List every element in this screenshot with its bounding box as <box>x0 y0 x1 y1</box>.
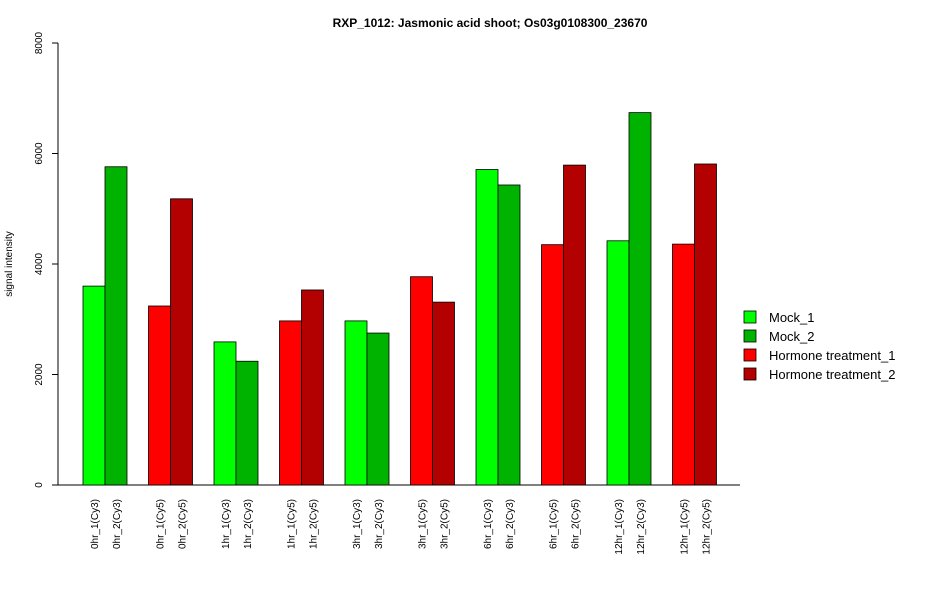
x-tick-label: 1hr_2(Cy5) <box>309 499 320 549</box>
bar <box>82 285 106 486</box>
legend-label: Hormone treatment_2 <box>769 367 895 382</box>
legend-swatch <box>743 367 757 381</box>
bar <box>497 184 521 486</box>
y-tick-label: 2000 <box>34 363 45 386</box>
x-tick-label: 1hr_2(Cy3) <box>243 499 254 549</box>
bar <box>104 166 128 486</box>
bars <box>82 112 717 486</box>
bar <box>366 332 390 486</box>
x-tick-label: 12hr_2(Cy5) <box>702 499 713 555</box>
y-tick-label: 4000 <box>34 252 45 275</box>
bar <box>672 243 695 486</box>
y-tick-label: 8000 <box>34 31 45 54</box>
bar <box>694 163 717 486</box>
x-tick-label: 6hr_2(Cy5) <box>571 499 582 549</box>
legend-swatch <box>743 348 757 362</box>
x-tick-label: 12hr_2(Cy3) <box>636 499 647 555</box>
bar <box>213 341 237 486</box>
x-tick-label: 3hr_2(Cy3) <box>374 499 385 549</box>
legend-swatch <box>743 329 757 343</box>
x-tick-label: 1hr_1(Cy3) <box>221 499 232 549</box>
x-tick-label: 1hr_1(Cy5) <box>287 499 298 549</box>
bar <box>170 198 193 486</box>
y-tick-label: 6000 <box>34 142 45 165</box>
x-tick-label: 3hr_1(Cy5) <box>418 499 429 549</box>
bar <box>301 289 324 486</box>
x-tick-label: 0hr_2(Cy5) <box>178 499 189 549</box>
x-tick-label: 12hr_1(Cy3) <box>614 499 625 555</box>
legend-label: Mock_2 <box>769 329 815 344</box>
bar <box>541 244 564 486</box>
legend-label: Mock_1 <box>769 310 815 325</box>
x-tick-label: 0hr_1(Cy5) <box>156 499 167 549</box>
y-tick-label: 0 <box>34 482 45 488</box>
bar <box>628 112 652 486</box>
legend: Mock_1 Mock_2 Hormone treatment_1 Hormone t… <box>743 310 895 382</box>
bar <box>279 320 302 486</box>
x-tick-label: 6hr_1(Cy3) <box>483 499 494 549</box>
x-tick-label: 6hr_2(Cy3) <box>505 499 516 549</box>
bar <box>563 164 586 486</box>
bar <box>432 301 455 486</box>
x-tick-label: 0hr_2(Cy3) <box>112 499 123 549</box>
bar <box>235 360 259 486</box>
y-axis-label: signal intensity <box>4 231 15 297</box>
x-tick-label: 3hr_2(Cy5) <box>440 499 451 549</box>
y-axis: 0 2000 4000 6000 8000 <box>34 31 59 488</box>
x-tick-label: 12hr_1(Cy5) <box>680 499 691 555</box>
bar <box>344 320 368 486</box>
x-tick-labels: 0hr_1(Cy3) 0hr_2(Cy3) 0hr_1(Cy5) 0hr_2(Cy5)… <box>90 499 713 555</box>
x-tick-label: 6hr_1(Cy5) <box>549 499 560 549</box>
bar <box>606 240 630 486</box>
bar <box>475 169 499 486</box>
x-tick-label: 0hr_1(Cy3) <box>90 499 101 549</box>
chart-title: RXP_1012: Jasmonic acid shoot; Os03g0108… <box>333 16 648 30</box>
legend-swatch <box>743 310 757 324</box>
bar <box>410 276 433 486</box>
bar <box>148 305 171 486</box>
legend-label: Hormone treatment_1 <box>769 348 895 363</box>
x-tick-label: 3hr_1(Cy3) <box>352 499 363 549</box>
